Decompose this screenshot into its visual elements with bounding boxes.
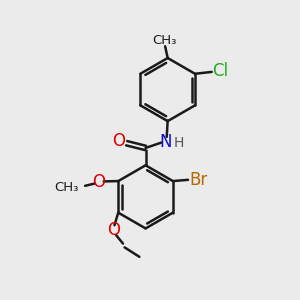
- Text: Cl: Cl: [212, 61, 228, 80]
- Text: N: N: [159, 133, 171, 151]
- Text: O: O: [92, 173, 105, 191]
- Text: CH₃: CH₃: [54, 181, 78, 194]
- Text: O: O: [112, 132, 125, 150]
- Text: O: O: [107, 221, 120, 239]
- Text: CH₃: CH₃: [152, 34, 177, 47]
- Text: Br: Br: [189, 170, 207, 188]
- Text: H: H: [173, 136, 184, 150]
